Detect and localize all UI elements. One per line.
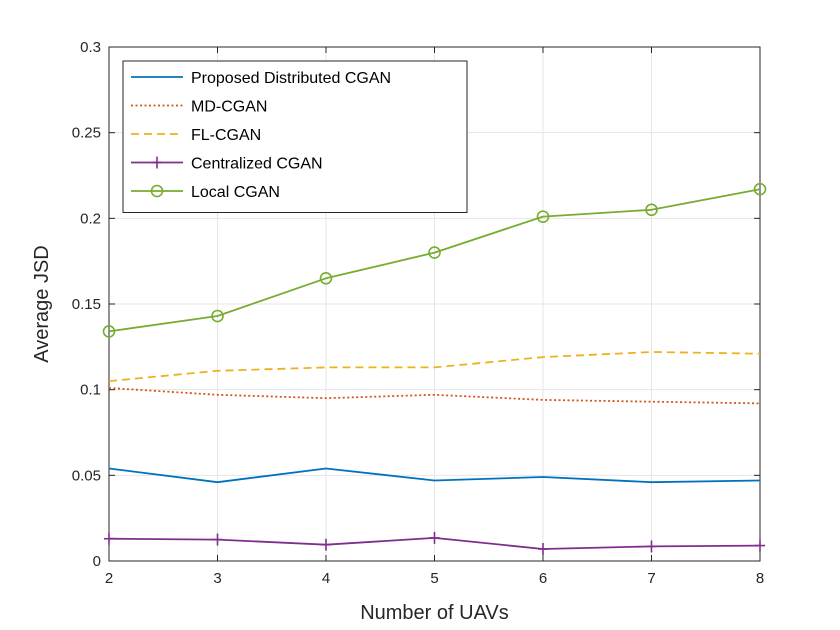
x-tick-label: 7	[647, 570, 655, 587]
legend-label: MD-CGAN	[191, 99, 267, 116]
x-tick-label: 5	[430, 570, 438, 587]
data-point	[646, 540, 657, 553]
data-point	[211, 309, 224, 323]
legend-item: FL-CGAN	[131, 127, 261, 144]
x-tick-label: 8	[756, 570, 764, 587]
legend-item: Local CGAN	[131, 184, 280, 201]
x-tick-label: 3	[213, 570, 221, 587]
legend-item: Centralized CGAN	[131, 156, 323, 173]
y-tick-label: 0	[93, 553, 101, 570]
data-point	[755, 539, 765, 552]
legend-box	[122, 60, 468, 213]
data-point	[428, 246, 441, 259]
y-tick-label: 0.2	[80, 210, 101, 227]
y-tick-label: 0.1	[80, 382, 101, 399]
series-local-cgan	[102, 182, 767, 338]
data-point	[102, 325, 116, 338]
data-point	[212, 533, 223, 546]
data-point	[104, 532, 114, 545]
y-tick-label: 0.05	[72, 467, 101, 484]
series-line	[108, 387, 761, 405]
series-line	[108, 351, 761, 382]
legend-label: FL-CGAN	[191, 127, 261, 144]
legend-item: MD-CGAN	[131, 99, 267, 116]
legend: Proposed Distributed CGAN MD-CGAN FL-CGAN C…	[122, 60, 468, 213]
series-md-cgan	[108, 387, 761, 405]
data-point	[536, 210, 550, 223]
y-tick-label: 0.15	[72, 296, 101, 313]
series-proposed-distributed-cgan	[108, 467, 761, 484]
y-tick-label: 0.3	[80, 39, 101, 56]
x-tick-label: 2	[105, 570, 113, 587]
x-tick-label: 4	[322, 570, 330, 587]
data-point	[753, 182, 767, 196]
series-group	[102, 182, 767, 556]
data-point	[321, 538, 331, 551]
x-axis-label: Number of UAVs	[360, 602, 509, 624]
series-fl-cgan	[108, 351, 761, 382]
y-tick-label: 0.25	[72, 125, 101, 142]
legend-label: Centralized CGAN	[191, 156, 323, 173]
data-point	[645, 203, 658, 217]
legend-label: Local CGAN	[191, 184, 280, 201]
legend-item: Proposed Distributed CGAN	[131, 70, 391, 87]
data-point	[429, 531, 440, 544]
ticks: 2 3 4 5 6 7 8 0 0.05 0.1 0.15 0.2 0.25 0.3	[72, 39, 764, 587]
data-point	[319, 271, 333, 285]
legend-label: Proposed Distributed CGAN	[191, 70, 391, 87]
legend-marker	[150, 184, 164, 198]
series-centralized-cgan	[104, 531, 765, 556]
series-line	[108, 467, 761, 484]
series-line	[108, 188, 761, 333]
x-tick-label: 6	[539, 570, 547, 587]
y-axis-label: Average JSD	[31, 245, 53, 362]
legend-marker	[152, 156, 162, 169]
data-point	[538, 543, 548, 556]
